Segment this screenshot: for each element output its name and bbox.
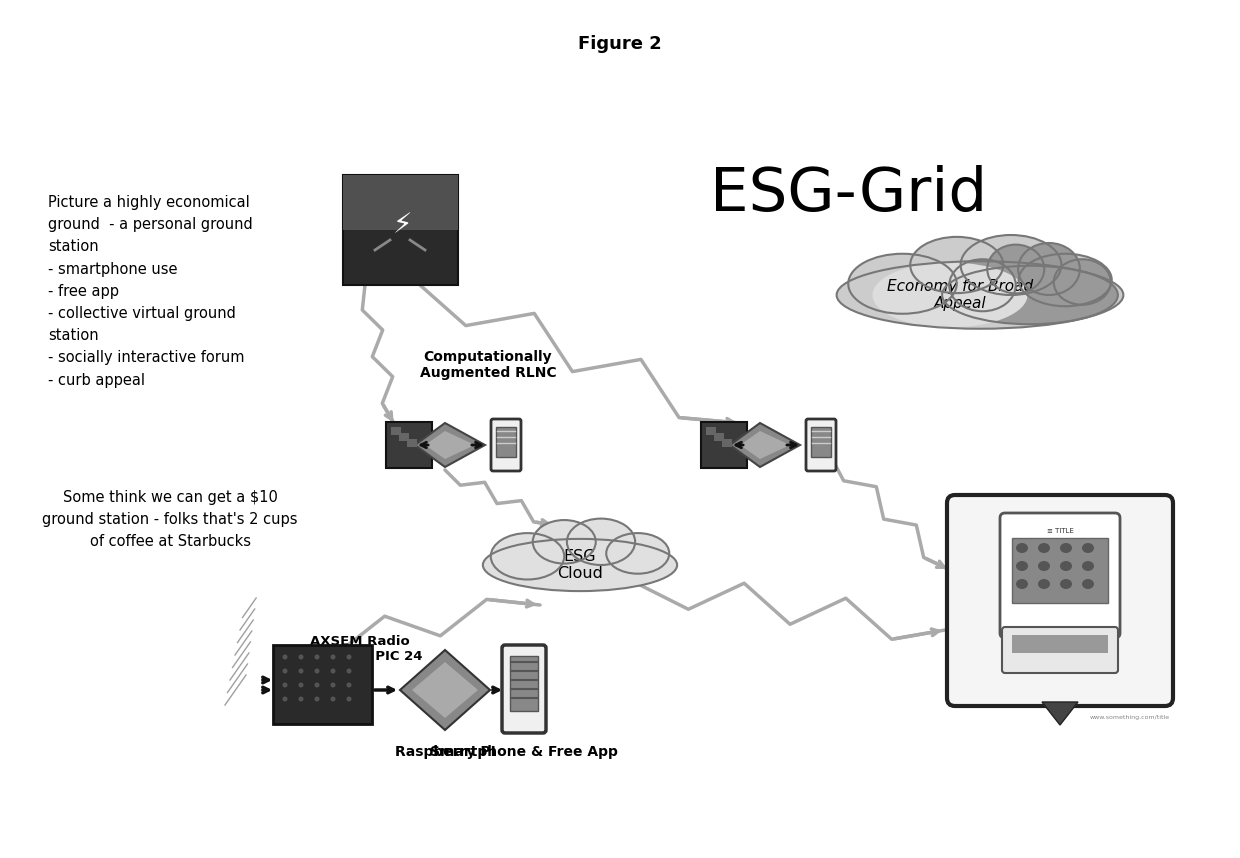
FancyBboxPatch shape (1002, 627, 1118, 673)
Ellipse shape (346, 655, 351, 660)
Text: ESG
Cloud: ESG Cloud (557, 549, 603, 581)
FancyBboxPatch shape (701, 422, 746, 468)
Ellipse shape (1083, 561, 1094, 571)
Polygon shape (412, 662, 477, 718)
FancyBboxPatch shape (714, 433, 724, 441)
Ellipse shape (1019, 254, 1112, 306)
Ellipse shape (491, 533, 564, 579)
Ellipse shape (1060, 561, 1073, 571)
Text: Some think we can get a $10
ground station - folks that's 2 cups
of coffee at St: Some think we can get a $10 ground stati… (42, 490, 298, 549)
FancyBboxPatch shape (399, 433, 409, 441)
Ellipse shape (1038, 579, 1050, 589)
FancyBboxPatch shape (1012, 635, 1109, 653)
Text: Computationally
Augmented RLNC: Computationally Augmented RLNC (419, 350, 557, 380)
Ellipse shape (283, 697, 288, 702)
Ellipse shape (315, 668, 320, 674)
Ellipse shape (942, 266, 1118, 324)
Ellipse shape (848, 254, 957, 314)
Polygon shape (740, 431, 790, 459)
Text: www.something.com/title: www.something.com/title (1090, 715, 1171, 720)
FancyBboxPatch shape (496, 427, 516, 457)
Ellipse shape (533, 520, 595, 564)
Ellipse shape (837, 261, 1123, 329)
Ellipse shape (331, 655, 336, 660)
Ellipse shape (283, 668, 288, 674)
Ellipse shape (961, 235, 1061, 295)
Ellipse shape (1016, 561, 1028, 571)
Ellipse shape (910, 237, 1003, 293)
Ellipse shape (1038, 561, 1050, 571)
Text: ⚡: ⚡ (392, 211, 412, 239)
Ellipse shape (299, 668, 304, 674)
Ellipse shape (315, 655, 320, 660)
FancyBboxPatch shape (386, 422, 432, 468)
FancyBboxPatch shape (811, 427, 831, 457)
Ellipse shape (1083, 543, 1094, 553)
FancyBboxPatch shape (343, 175, 458, 230)
Ellipse shape (1083, 579, 1094, 589)
Polygon shape (730, 423, 800, 467)
FancyBboxPatch shape (343, 175, 458, 285)
Ellipse shape (346, 697, 351, 702)
Ellipse shape (1060, 579, 1073, 589)
Ellipse shape (315, 682, 320, 687)
Ellipse shape (1016, 543, 1028, 553)
Ellipse shape (482, 539, 677, 591)
Ellipse shape (315, 697, 320, 702)
Ellipse shape (567, 518, 635, 565)
Ellipse shape (299, 697, 304, 702)
FancyBboxPatch shape (391, 427, 401, 435)
FancyBboxPatch shape (491, 419, 521, 471)
FancyBboxPatch shape (502, 645, 546, 733)
Ellipse shape (283, 655, 288, 660)
Polygon shape (401, 650, 490, 730)
Ellipse shape (299, 655, 304, 660)
FancyBboxPatch shape (706, 427, 715, 435)
Polygon shape (1042, 702, 1078, 725)
FancyBboxPatch shape (806, 419, 836, 471)
Text: ESG-Grid: ESG-Grid (711, 165, 987, 224)
Ellipse shape (1016, 579, 1028, 589)
FancyBboxPatch shape (947, 495, 1173, 706)
Text: Figure 2: Figure 2 (578, 35, 662, 53)
Ellipse shape (299, 682, 304, 687)
Ellipse shape (331, 682, 336, 687)
Ellipse shape (1060, 543, 1073, 553)
Ellipse shape (987, 245, 1044, 293)
Ellipse shape (346, 682, 351, 687)
Polygon shape (415, 423, 485, 467)
FancyBboxPatch shape (510, 656, 538, 711)
Ellipse shape (606, 533, 670, 574)
Ellipse shape (1018, 243, 1080, 295)
FancyBboxPatch shape (273, 645, 372, 724)
Text: AXSEM Radio
Board & PIC 24: AXSEM Radio Board & PIC 24 (310, 635, 423, 663)
Ellipse shape (950, 259, 1016, 311)
Text: Picture a highly economical
ground  - a personal ground
station
- smartphone use: Picture a highly economical ground - a p… (48, 195, 253, 388)
Text: Economy for Broad
Appeal: Economy for Broad Appeal (887, 279, 1033, 311)
Ellipse shape (283, 682, 288, 687)
Text: Smartphone & Free App: Smartphone & Free App (430, 745, 618, 759)
FancyBboxPatch shape (999, 513, 1120, 638)
Ellipse shape (1054, 259, 1111, 305)
Polygon shape (425, 431, 475, 459)
Ellipse shape (1038, 543, 1050, 553)
Ellipse shape (331, 697, 336, 702)
FancyBboxPatch shape (1012, 538, 1109, 603)
Ellipse shape (346, 668, 351, 674)
FancyBboxPatch shape (407, 439, 417, 447)
Ellipse shape (873, 263, 1028, 328)
Ellipse shape (331, 668, 336, 674)
Text: Raspberry PI: Raspberry PI (394, 745, 495, 759)
FancyBboxPatch shape (722, 439, 732, 447)
Text: ≡ TITLE: ≡ TITLE (1047, 528, 1074, 534)
